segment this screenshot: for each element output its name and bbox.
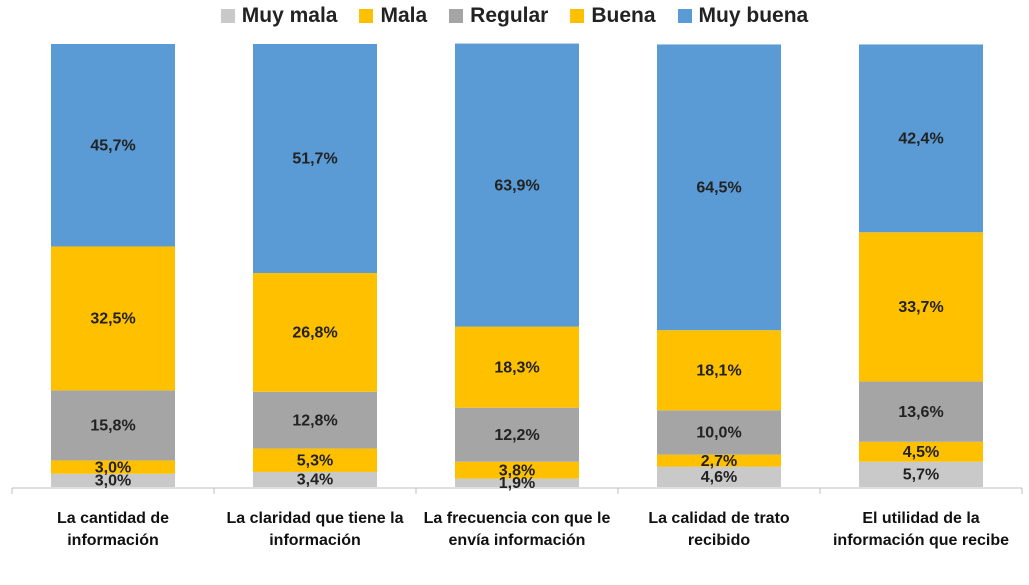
data-label: 18,3% (494, 359, 539, 376)
bar-segment (51, 460, 175, 474)
bar-segment (657, 410, 781, 455)
bar-segment (253, 391, 377, 449)
data-label: 5,3% (297, 452, 333, 469)
legend-item: Muy mala (220, 4, 338, 28)
x-tick-label: El utilidad de la información que recibe (832, 510, 1010, 549)
data-label: 5,7% (903, 467, 939, 484)
bar-segment (657, 466, 781, 487)
bar-segment (455, 461, 579, 479)
bar-segment (455, 326, 579, 408)
legend: Muy mala Mala Regular Buena Muy buena (0, 4, 1029, 28)
data-label: 12,2% (494, 427, 539, 444)
bar-segment (51, 246, 175, 391)
legend-label: Muy buena (698, 4, 809, 27)
bar-segment (253, 44, 377, 274)
legend-label: Mala (380, 4, 428, 27)
bar-segment (455, 43, 579, 327)
legend-swatch (449, 9, 464, 23)
data-label: 4,5% (903, 444, 939, 461)
data-label: 10,0% (696, 425, 741, 442)
legend-swatch (570, 9, 585, 23)
legend-label: Regular (470, 4, 549, 27)
legend-item: Muy buena (677, 4, 809, 28)
bar-segment (455, 478, 579, 487)
data-label: 3,0% (95, 473, 131, 490)
data-label: 42,4% (898, 131, 943, 148)
data-label: 3,0% (95, 459, 131, 476)
x-tick-label: La calidad de trato recibido (648, 510, 790, 549)
bar-segment (657, 44, 781, 331)
bar-segment (253, 273, 377, 392)
data-label: 45,7% (90, 137, 135, 154)
bar-segment (455, 407, 579, 462)
legend-label: Muy mala (241, 4, 338, 27)
data-label: 4,6% (701, 469, 737, 486)
bar-segment (859, 381, 983, 442)
data-label: 12,8% (292, 412, 337, 429)
bar-segment (859, 232, 983, 382)
bar-segment (859, 461, 983, 487)
legend-item: Regular (449, 4, 548, 28)
data-label: 18,1% (696, 362, 741, 379)
data-label: 13,6% (898, 404, 943, 421)
x-tick-label: La claridad que tiene la información (226, 510, 404, 549)
data-label: 32,5% (90, 311, 135, 328)
data-label: 63,9% (494, 177, 539, 194)
bar-segment (253, 448, 377, 472)
bar-segment (51, 390, 175, 461)
legend-swatch (220, 9, 235, 23)
legend-label: Buena (591, 4, 656, 27)
data-label: 51,7% (292, 151, 337, 168)
bar-segment (253, 471, 377, 487)
legend-swatch (677, 9, 692, 23)
legend-item: Mala (359, 4, 427, 28)
legend-item: Buena (570, 4, 656, 28)
x-tick-label: La frecuencia con que le envía informaci… (423, 510, 611, 549)
data-label: 64,5% (696, 180, 741, 197)
bar-segment (51, 473, 175, 487)
bar-segment (51, 44, 175, 247)
data-label: 3,8% (499, 462, 535, 479)
bar-segment (859, 441, 983, 462)
bar-segment (859, 44, 983, 233)
data-label: 1,9% (499, 475, 535, 492)
data-label: 3,4% (297, 472, 333, 489)
data-label: 15,8% (90, 418, 135, 435)
x-tick-label: La cantidad de información (56, 510, 170, 549)
data-label: 33,7% (898, 299, 943, 316)
legend-swatch (359, 9, 374, 23)
bar-segment (657, 330, 781, 411)
data-label: 2,7% (701, 453, 737, 470)
data-label: 26,8% (292, 325, 337, 342)
bar-segment (657, 454, 781, 467)
